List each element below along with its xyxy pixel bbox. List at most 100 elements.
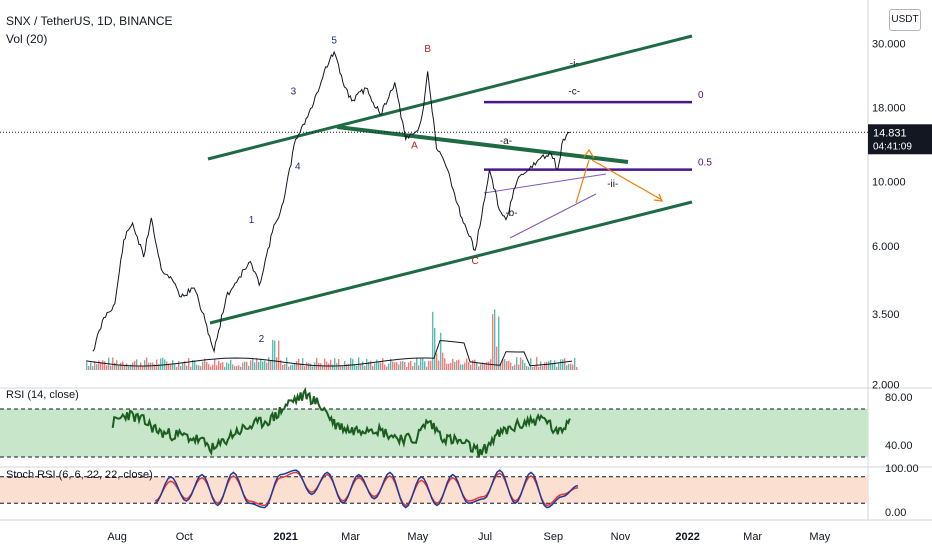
volume-bar [222, 362, 224, 370]
volume-bar [190, 366, 192, 370]
wave-label-3: 3 [291, 86, 297, 97]
volume-bar [456, 360, 458, 370]
volume-bar [384, 364, 386, 370]
time-axis-tick: Aug [107, 531, 127, 543]
volume-bar [226, 362, 228, 370]
volume-bar [350, 357, 352, 370]
volume-bar [340, 366, 342, 370]
volume-bar [240, 366, 242, 370]
volume-bar [170, 364, 172, 370]
volume-bar [166, 361, 168, 370]
volume-bar [484, 363, 486, 370]
wave-label-1: 1 [249, 215, 255, 226]
volume-bar [368, 361, 370, 370]
volume-bar [520, 357, 522, 370]
volume-bar [486, 362, 488, 370]
volume-bar [248, 365, 250, 370]
volume-bar [400, 361, 402, 370]
volume-bar [568, 364, 570, 370]
rsi-axis-tick: 80.00 [885, 392, 913, 404]
projection-down-line [591, 159, 663, 201]
volume-indicator-label: Vol (20) [6, 32, 48, 46]
wave-label-2: 2 [259, 334, 265, 345]
volume-bar [328, 363, 330, 370]
volume-bar [542, 365, 544, 370]
stoch-axis-tick: 0.00 [885, 507, 906, 519]
volume-bar [374, 363, 376, 370]
volume-bar [160, 358, 162, 370]
volume-bar [86, 362, 88, 370]
volume-bar [434, 328, 436, 370]
stoch-axis-tick: 100.00 [885, 463, 919, 475]
time-axis-tick: May [407, 531, 428, 543]
volume-bar [448, 363, 450, 370]
volume-bar [110, 365, 112, 370]
volume-bar [464, 362, 466, 370]
volume-bar [254, 362, 256, 370]
volume-bar [526, 366, 528, 370]
volume-bar [198, 365, 200, 370]
volume-bar [312, 366, 314, 370]
volume-bar [202, 361, 204, 370]
volume-bar [558, 363, 560, 370]
volume-bar [382, 358, 384, 370]
volume-bar [510, 362, 512, 370]
projection-up-line [575, 159, 590, 204]
volume-bar [556, 366, 558, 370]
time-axis-tick: Oct [176, 531, 193, 543]
volume-bar [450, 362, 452, 370]
volume-bar [518, 364, 520, 370]
volume-bar [412, 366, 414, 370]
volume-bar [380, 362, 382, 370]
volume-bar [316, 357, 318, 370]
volume-bar [402, 361, 404, 370]
volume-bar [336, 363, 338, 370]
volume-bar [516, 357, 518, 370]
volume-bar [438, 360, 440, 370]
volume-bar [418, 365, 420, 370]
volume-bar [440, 332, 442, 370]
volume-bar [452, 358, 454, 370]
volume-bar [406, 366, 408, 370]
volume-bar [474, 359, 476, 370]
volume-bar [468, 362, 470, 370]
fib-label-0-5: 0.5 [698, 158, 712, 169]
time-axis-tick: 2022 [675, 531, 699, 543]
volume-bar [390, 358, 392, 370]
wave-label-A: A [411, 141, 418, 152]
volume-bar [224, 366, 226, 370]
volume-bar [552, 363, 554, 370]
volume-bar [290, 365, 292, 370]
stoch-band [0, 476, 868, 504]
volume-bar [168, 363, 170, 370]
volume-bar [514, 364, 516, 370]
time-axis-tick: Nov [611, 531, 631, 543]
volume-bar [264, 360, 266, 370]
volume-bar [534, 365, 536, 370]
volume-bar [404, 362, 406, 370]
volume-bar [472, 360, 474, 370]
volume-bar [576, 366, 578, 370]
volume-bar [98, 360, 100, 370]
currency-badge[interactable]: USDT [889, 9, 921, 31]
volume-bar [282, 364, 284, 370]
volume-bar [250, 360, 252, 370]
price-axis-tick: 3.500 [872, 309, 900, 321]
volume-bar [574, 357, 576, 370]
volume-bar [388, 363, 390, 370]
volume-bar [268, 357, 270, 370]
volume-bar [414, 362, 416, 370]
volume-bar [216, 365, 218, 370]
volume-bar [206, 362, 208, 370]
fib-label-0: 0 [698, 90, 704, 101]
volume-bar [500, 362, 502, 370]
volume-bar [430, 360, 432, 370]
bar-countdown: 04:41:09 [873, 141, 912, 152]
volume-bar [498, 316, 500, 370]
volume-bar [506, 361, 508, 370]
volume-bar [320, 363, 322, 370]
volume-bar [234, 366, 236, 370]
volume-bar [338, 358, 340, 370]
